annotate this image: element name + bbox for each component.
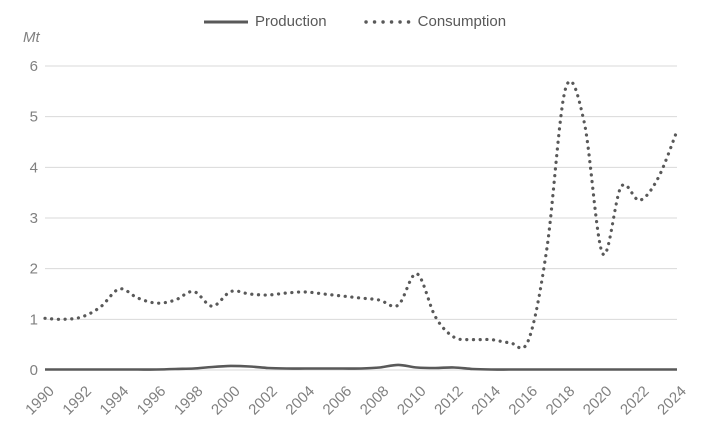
x-tick-label-2018: 2018	[543, 383, 579, 419]
y-tick-label-2: 2	[30, 261, 38, 278]
y-tick-label-3: 3	[30, 210, 38, 227]
y-tick-label-1: 1	[30, 311, 38, 328]
x-tick-label-2002: 2002	[245, 383, 281, 419]
x-tick-label-2008: 2008	[357, 383, 393, 419]
legend-item-production: Production	[202, 13, 327, 30]
x-tick-label-2016: 2016	[506, 383, 542, 419]
x-tick-label-2020: 2020	[580, 383, 616, 419]
consumption-line-swatch	[363, 19, 413, 24]
legend-label-consumption: Consumption	[417, 13, 507, 30]
y-tick-label-4: 4	[30, 159, 38, 176]
x-tick-label-2024: 2024	[654, 383, 690, 419]
x-tick-label-2004: 2004	[282, 383, 318, 419]
x-tick-label-2006: 2006	[320, 383, 356, 419]
y-axis-unit-label: Mt	[23, 29, 40, 46]
x-tick-label-2000: 2000	[208, 383, 244, 419]
x-tick-label-2012: 2012	[431, 383, 467, 419]
production-line-swatch	[203, 20, 248, 23]
x-tick-label-1992: 1992	[59, 383, 95, 419]
consumption-series-line	[43, 79, 679, 350]
x-tick-label-1996: 1996	[134, 383, 170, 419]
y-tick-label-6: 6	[30, 58, 38, 75]
y-tick-label-5: 5	[30, 109, 38, 126]
x-tick-label-2022: 2022	[617, 383, 653, 419]
x-tick-label-2010: 2010	[394, 383, 430, 419]
x-tick-label-1990: 1990	[22, 383, 58, 419]
legend-label-production: Production	[254, 13, 327, 30]
x-tick-label-1998: 1998	[171, 383, 207, 419]
chart-legend: Production Consumption	[0, 13, 708, 30]
legend-item-consumption: Consumption	[363, 13, 506, 30]
production-series-line	[45, 363, 677, 371]
y-tick-label-0: 0	[30, 362, 38, 379]
x-tick-label-1994: 1994	[97, 383, 133, 419]
x-tick-label-2014: 2014	[468, 383, 504, 419]
